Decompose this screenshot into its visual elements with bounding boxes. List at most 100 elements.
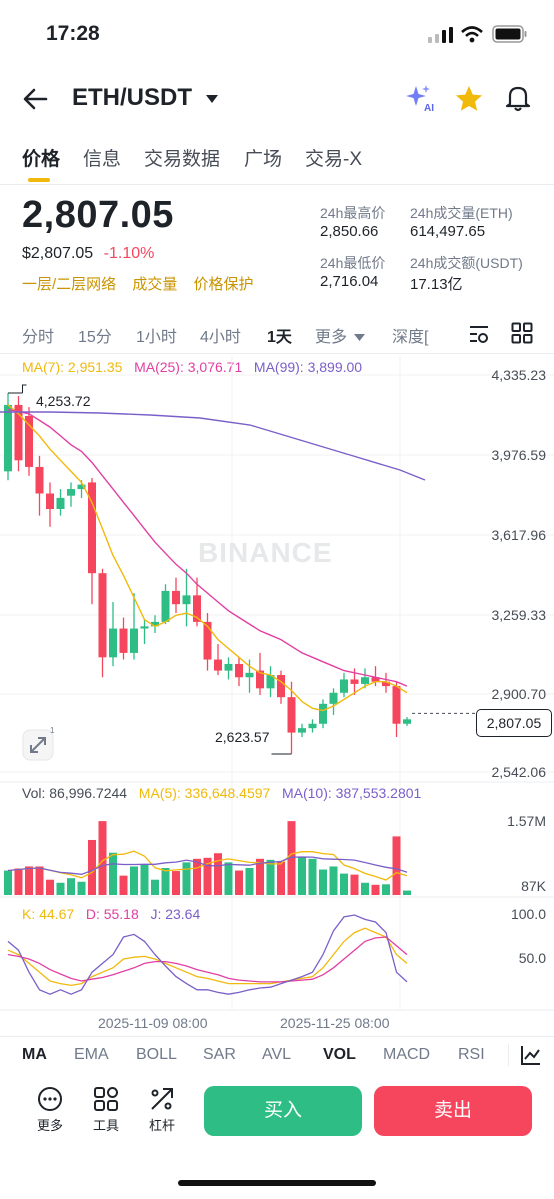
kdj-d-line (7, 936, 408, 983)
volume-bar (340, 873, 348, 895)
kline-chart[interactable] (0, 350, 554, 1020)
svg-text:AI: AI (424, 103, 434, 114)
indicator-sar[interactable]: SAR (203, 1046, 236, 1063)
indicator-avl[interactable]: AVL (262, 1046, 292, 1063)
fiat-price: $2,807.05 (22, 245, 94, 262)
candle-body (392, 686, 401, 724)
volume-bar (119, 875, 128, 895)
volume-axis-top: 1.57M (507, 813, 546, 829)
caret-down-icon (205, 94, 218, 103)
ma7-line (7, 404, 408, 712)
tab-trade-x[interactable]: 交易-X (305, 149, 363, 170)
high-annotation: 4,253.72 (36, 393, 91, 409)
layout-grid-icon[interactable] (511, 322, 533, 344)
ai-sparkle-icon[interactable]: AI (404, 84, 436, 114)
candle-body (130, 628, 138, 653)
svg-text:1: 1 (50, 727, 55, 735)
candle-body (193, 595, 201, 622)
interval-1h[interactable]: 1小时 (136, 329, 177, 346)
volume-bar (182, 862, 191, 895)
indicator-divider (0, 1036, 554, 1037)
price-axis-label: 4,335.23 (491, 367, 547, 383)
tag-price-protection[interactable]: 价格保护 (193, 276, 254, 293)
tab-price[interactable]: 价格 (22, 149, 61, 170)
candle-body (119, 628, 128, 653)
status-bar: 17:28 (0, 0, 554, 70)
tab-square[interactable]: 广场 (244, 149, 283, 170)
indicator-rsi[interactable]: RSI (458, 1046, 485, 1063)
ma-legend: MA(7): 2,951.35 MA(25): 3,076.71 MA(99):… (22, 359, 362, 375)
leverage-icon (151, 1088, 173, 1110)
interval-more[interactable]: 更多 (315, 323, 366, 347)
volume-value: Vol: 86,996.7244 (22, 785, 128, 801)
tab-trading-data[interactable]: 交易数据 (144, 149, 221, 170)
volume-ma10-line (7, 856, 408, 875)
indicator-ma[interactable]: MA (22, 1046, 47, 1063)
tools-grid-icon (94, 1087, 118, 1111)
more-tool[interactable]: 更多 (30, 1086, 70, 1134)
candle-body (98, 573, 107, 658)
candle-body (109, 628, 117, 658)
ma25-line (7, 408, 408, 687)
tag-volume[interactable]: 成交量 (132, 276, 178, 293)
sell-button[interactable]: 卖出 (374, 1086, 532, 1136)
leverage-tool-label: 杠杆 (148, 1118, 175, 1133)
back-arrow-icon[interactable] (22, 87, 48, 111)
chart-settings-icon[interactable] (468, 323, 490, 345)
volume-bar (172, 871, 180, 895)
stat-vol-eth-label: 24h成交量(ETH) (410, 205, 513, 221)
tools-tool-label: 工具 (92, 1118, 119, 1133)
ma99-line (0, 411, 426, 481)
indicator-settings-icon[interactable] (520, 1044, 542, 1066)
buy-button[interactable]: 买入 (204, 1086, 362, 1136)
candle-body (256, 670, 264, 689)
tag-layer-network[interactable]: 一层/二层网络 (22, 276, 117, 293)
interval-1d[interactable]: 1天 (267, 329, 292, 346)
volume-bar (203, 857, 212, 895)
indicator-vol[interactable]: VOL (323, 1046, 356, 1063)
more-dots-icon (38, 1087, 62, 1111)
indicator-macd[interactable]: MACD (383, 1046, 431, 1063)
tag-list: 一层/二层网络 成交量 价格保护 (22, 273, 266, 294)
pair-selector[interactable]: ETH/USDT (72, 84, 219, 112)
draw-tool-icon[interactable]: 1 (22, 727, 56, 761)
interval-depth[interactable]: 深度[ (392, 329, 429, 346)
candle-body (350, 679, 359, 684)
leverage-tool[interactable]: 杠杆 (142, 1086, 182, 1134)
candle-body (277, 675, 285, 698)
volume-bar (67, 878, 75, 895)
signal-icon (428, 27, 453, 43)
volume-bar (298, 856, 306, 895)
tools-tool[interactable]: 工具 (86, 1086, 126, 1134)
interval-timeline[interactable]: 分时 (22, 329, 55, 346)
tab-info[interactable]: 信息 (83, 149, 122, 170)
volume-bar (77, 881, 86, 895)
indicator-boll[interactable]: BOLL (136, 1046, 177, 1063)
star-icon[interactable] (455, 85, 483, 112)
volume-bar (277, 861, 285, 895)
indicator-ema[interactable]: EMA (74, 1046, 109, 1063)
volume-ma5: MA(5): 336,648.4597 (138, 785, 271, 801)
price-axis-label: 2,900.70 (491, 686, 547, 702)
kdj-k-line (7, 927, 408, 987)
indicator-bar: MA EMA BOLL SAR AVL VOL MACD RSI (0, 1040, 554, 1070)
bell-icon[interactable] (505, 84, 531, 112)
volume-bar (46, 879, 54, 895)
stat-low-label: 24h最低价 (320, 255, 386, 271)
volume-bar (161, 867, 170, 895)
date-label: 2025-11-25 08:00 (280, 1015, 390, 1031)
candle-body (245, 672, 254, 678)
volume-legend: Vol: 86,996.7244 MA(5): 336,648.4597 MA(… (22, 785, 421, 801)
kdj-d: D: 55.18 (85, 906, 139, 922)
interval-divider (0, 353, 554, 354)
more-caret-icon (354, 333, 366, 341)
volume-bar (319, 869, 327, 895)
interval-15m[interactable]: 15分 (78, 329, 112, 346)
candle-body (46, 493, 54, 509)
candle-body (151, 621, 159, 627)
interval-4h[interactable]: 4小时 (200, 329, 241, 346)
candle-body (182, 595, 191, 605)
kdj-k: K: 44.67 (22, 906, 75, 922)
candle-body (172, 590, 180, 605)
price-sub: $2,807.05 -1.10% (22, 245, 154, 263)
